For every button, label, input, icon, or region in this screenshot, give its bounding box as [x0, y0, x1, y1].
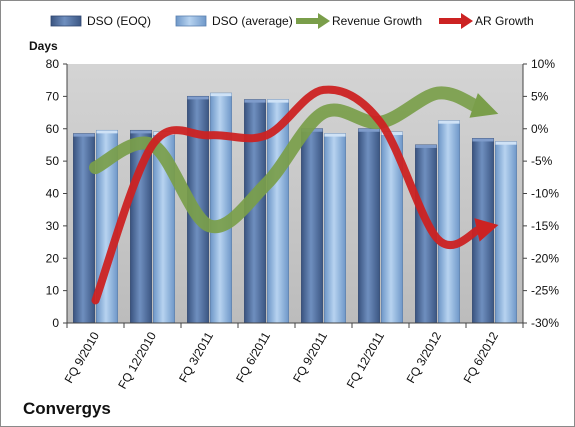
bar-dso-average-7	[495, 141, 517, 324]
legend-arrow-ar-growth	[461, 13, 473, 29]
line-series-group	[89, 85, 499, 305]
bar-top-highlight	[73, 133, 95, 137]
legend-swatch-dso-eoq	[50, 15, 82, 27]
x-tick-label: FQ 6/2012	[461, 329, 502, 385]
line-revenue-growth	[89, 86, 484, 234]
legend-label-ar-growth: AR Growth	[475, 14, 534, 28]
right-tick-label: -5%	[531, 154, 553, 168]
bar-top-highlight	[267, 99, 289, 103]
legend-label-revenue-growth: Revenue Growth	[332, 14, 422, 28]
bar-top-highlight	[244, 99, 266, 103]
left-tick-label: 30	[46, 219, 60, 233]
bar-dso-average-2	[210, 92, 232, 324]
right-tick-label: -15%	[531, 219, 559, 233]
legend-swatch-dso-average	[175, 15, 207, 27]
bar-top-highlight	[495, 141, 517, 145]
bar-top-highlight	[472, 138, 494, 142]
line-ar-growth	[91, 85, 484, 305]
bar-top-highlight	[324, 133, 346, 137]
legend-label-dso-average: DSO (average)	[212, 14, 293, 28]
company-name: Convergys	[23, 399, 111, 418]
left-tick-label: 60	[46, 122, 60, 136]
arrowhead-ar-growth	[474, 218, 499, 242]
bar-series-group	[73, 92, 517, 324]
bar-top-highlight	[438, 120, 460, 124]
legend-label-dso-eoq: DSO (EOQ)	[87, 14, 151, 28]
arrowhead-revenue-growth	[469, 93, 499, 118]
bar-top-highlight	[96, 130, 118, 134]
right-tick-label: 0%	[531, 122, 549, 136]
bar-dso-eoq-4	[301, 128, 323, 324]
bar-top-highlight	[415, 144, 437, 148]
left-tick-label: 50	[46, 154, 60, 168]
bar-top-highlight	[187, 96, 209, 100]
x-tick-label: FQ 9/2011	[290, 329, 330, 385]
right-tick-label: 10%	[531, 57, 555, 71]
left-tick-label: 10	[46, 284, 60, 298]
x-tick-label: FQ 3/2011	[176, 329, 216, 385]
right-tick-label: -30%	[531, 316, 559, 330]
bar-dso-eoq-5	[358, 128, 380, 324]
legend-arrow-revenue-growth	[318, 13, 330, 29]
bar-dso-average-6	[438, 120, 460, 324]
legend: DSO (EOQ) DSO (average) Revenue Growth AR G…	[50, 13, 534, 29]
x-tick-label: FQ 12/2010	[115, 329, 159, 391]
left-tick-label: 80	[46, 57, 60, 71]
x-tick-label: FQ 3/2012	[404, 329, 445, 385]
right-tick-label: -25%	[531, 284, 559, 298]
right-tick-label: 5%	[531, 89, 549, 103]
x-tick-label: FQ 12/2011	[344, 329, 388, 390]
left-tick-label: 0	[52, 316, 59, 330]
bar-top-highlight	[358, 128, 380, 132]
left-tick-label: 40	[46, 187, 60, 201]
right-tick-label: -10%	[531, 187, 559, 201]
y-axis-title-days: Days	[29, 39, 58, 53]
left-tick-label: 70	[46, 89, 60, 103]
x-tick-label: FQ 9/2010	[62, 329, 103, 385]
x-tick-label: FQ 6/2011	[233, 329, 273, 385]
bar-top-highlight	[210, 93, 232, 97]
right-tick-label: -20%	[531, 251, 559, 265]
bar-top-highlight	[130, 130, 152, 134]
bar-dso-average-4	[324, 133, 346, 324]
left-tick-label: 20	[46, 251, 60, 265]
bar-dso-eoq-0	[73, 133, 95, 324]
